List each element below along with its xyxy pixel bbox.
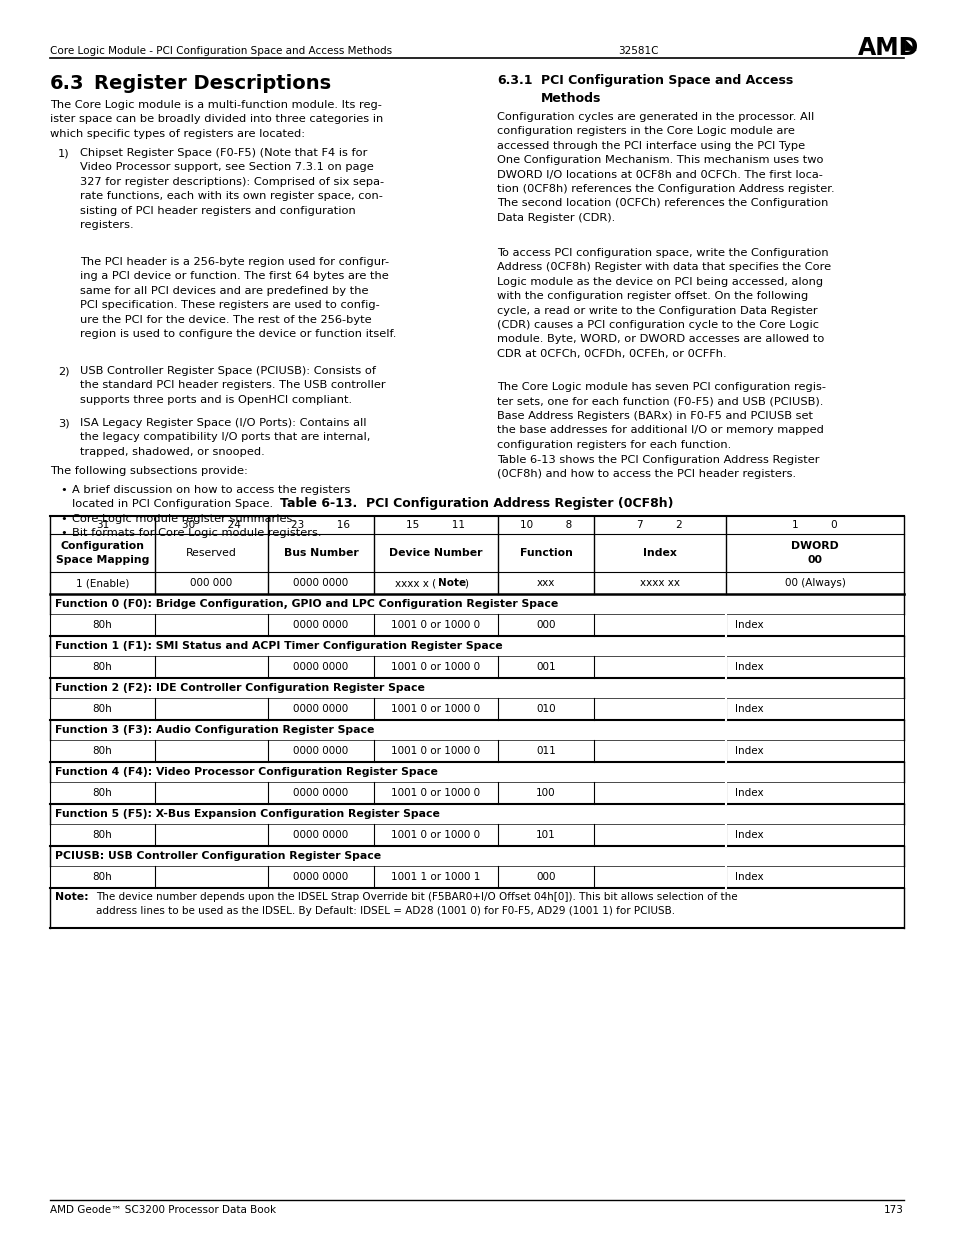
Text: 1001 0 or 1000 0: 1001 0 or 1000 0 (391, 662, 480, 672)
Text: 80h: 80h (92, 620, 112, 630)
Text: 001: 001 (536, 662, 556, 672)
Text: ): ) (463, 578, 468, 588)
Text: xxxx xx: xxxx xx (639, 578, 679, 588)
Text: 000 000: 000 000 (191, 578, 233, 588)
Text: 0000 0000: 0000 0000 (294, 872, 348, 882)
Text: 80h: 80h (92, 788, 112, 798)
Text: 0000 0000: 0000 0000 (294, 830, 348, 840)
Text: Function: Function (519, 548, 572, 558)
Text: 0000 0000: 0000 0000 (294, 578, 348, 588)
Text: AMD: AMD (857, 36, 919, 61)
Text: 31: 31 (95, 520, 109, 530)
Text: 7          2: 7 2 (637, 520, 682, 530)
Text: 80h: 80h (92, 746, 112, 756)
Text: The following subsections provide:: The following subsections provide: (50, 466, 248, 475)
Text: Table 6-13 shows the PCI Configuration Address Register
(0CF8h) and how to acces: Table 6-13 shows the PCI Configuration A… (497, 454, 819, 479)
Text: 1001 0 or 1000 0: 1001 0 or 1000 0 (391, 788, 480, 798)
Text: 101: 101 (536, 830, 556, 840)
Text: 100: 100 (536, 788, 556, 798)
Text: 000: 000 (536, 872, 556, 882)
Text: 0000 0000: 0000 0000 (294, 620, 348, 630)
Text: 1001 0 or 1000 0: 1001 0 or 1000 0 (391, 620, 480, 630)
Text: The device number depends upon the IDSEL Strap Override bit (F5BAR0+I/O Offset 0: The device number depends upon the IDSEL… (96, 892, 737, 916)
Text: •: • (60, 485, 67, 495)
Text: 3): 3) (58, 417, 70, 429)
Text: 30          24: 30 24 (182, 520, 241, 530)
Text: 1001 0 or 1000 0: 1001 0 or 1000 0 (391, 746, 480, 756)
Text: ISA Legacy Register Space (I/O Ports): Contains all
the legacy compatibility I/O: ISA Legacy Register Space (I/O Ports): C… (80, 417, 370, 457)
Text: The Core Logic module is a multi-function module. Its reg-
ister space can be br: The Core Logic module is a multi-functio… (50, 100, 383, 138)
Text: Core Logic module register summaries.: Core Logic module register summaries. (71, 514, 295, 524)
Text: Index: Index (734, 788, 762, 798)
Text: A brief discussion on how to access the registers
located in PCI Configuration S: A brief discussion on how to access the … (71, 485, 350, 509)
Text: Function 5 (F5): X-Bus Expansion Configuration Register Space: Function 5 (F5): X-Bus Expansion Configu… (55, 809, 439, 819)
Text: xxxx x (: xxxx x ( (395, 578, 436, 588)
Text: 1 (Enable): 1 (Enable) (75, 578, 129, 588)
Text: Bit formats for Core Logic module registers.: Bit formats for Core Logic module regist… (71, 529, 321, 538)
Text: 23          16: 23 16 (292, 520, 350, 530)
Text: •: • (60, 529, 67, 538)
Text: Index: Index (734, 830, 762, 840)
Text: 15          11: 15 11 (406, 520, 465, 530)
Text: 173: 173 (883, 1205, 903, 1215)
Text: 0000 0000: 0000 0000 (294, 746, 348, 756)
Text: The Core Logic module has seven PCI configuration regis-
ter sets, one for each : The Core Logic module has seven PCI conf… (497, 382, 825, 450)
Text: Function 3 (F3): Audio Configuration Register Space: Function 3 (F3): Audio Configuration Reg… (55, 725, 374, 735)
Text: 011: 011 (536, 746, 556, 756)
Text: Function 1 (F1): SMI Status and ACPI Timer Configuration Register Space: Function 1 (F1): SMI Status and ACPI Tim… (55, 641, 502, 651)
Text: 0000 0000: 0000 0000 (294, 662, 348, 672)
Text: Function 0 (F0): Bridge Configuration, GPIO and LPC Configuration Register Space: Function 0 (F0): Bridge Configuration, G… (55, 599, 558, 609)
Text: •: • (60, 514, 67, 524)
Text: Index: Index (734, 620, 762, 630)
Text: 0000 0000: 0000 0000 (294, 704, 348, 714)
Text: Chipset Register Space (F0-F5) (Note that F4 is for
Video Processor support, see: Chipset Register Space (F0-F5) (Note tha… (80, 148, 384, 230)
Text: Index: Index (734, 704, 762, 714)
Text: 1001 0 or 1000 0: 1001 0 or 1000 0 (391, 830, 480, 840)
Text: 10          8: 10 8 (519, 520, 572, 530)
Text: Configuration cycles are generated in the processor. All
configuration registers: Configuration cycles are generated in th… (497, 112, 834, 222)
Text: 80h: 80h (92, 872, 112, 882)
Text: 1): 1) (58, 148, 70, 158)
Text: Device Number: Device Number (389, 548, 482, 558)
Text: Bus Number: Bus Number (283, 548, 358, 558)
Text: 010: 010 (536, 704, 556, 714)
Text: The PCI header is a 256-byte region used for configur-
ing a PCI device or funct: The PCI header is a 256-byte region used… (80, 257, 395, 338)
Text: xxx: xxx (537, 578, 555, 588)
Text: 80h: 80h (92, 704, 112, 714)
Text: 1001 0 or 1000 0: 1001 0 or 1000 0 (391, 704, 480, 714)
Text: Core Logic Module - PCI Configuration Space and Access Methods: Core Logic Module - PCI Configuration Sp… (50, 46, 392, 56)
Text: 1          0: 1 0 (791, 520, 837, 530)
Text: Index: Index (734, 662, 762, 672)
Text: ◣: ◣ (904, 37, 916, 52)
Text: Reserved: Reserved (186, 548, 236, 558)
Text: To access PCI configuration space, write the Configuration
Address (0CF8h) Regis: To access PCI configuration space, write… (497, 248, 830, 359)
Text: 6.3: 6.3 (50, 74, 85, 93)
Text: Index: Index (734, 872, 762, 882)
Text: PCI Configuration Space and Access
Methods: PCI Configuration Space and Access Metho… (540, 74, 792, 105)
Text: 00 (Always): 00 (Always) (783, 578, 844, 588)
Text: AMD Geode™ SC3200 Processor Data Book: AMD Geode™ SC3200 Processor Data Book (50, 1205, 275, 1215)
Text: Note:: Note: (55, 892, 89, 902)
Text: 1001 1 or 1000 1: 1001 1 or 1000 1 (391, 872, 480, 882)
Text: Note: Note (437, 578, 466, 588)
Text: Function 4 (F4): Video Processor Configuration Register Space: Function 4 (F4): Video Processor Configu… (55, 767, 437, 777)
Text: USB Controller Register Space (PCIUSB): Consists of
the standard PCI header regi: USB Controller Register Space (PCIUSB): … (80, 366, 385, 405)
Text: 0000 0000: 0000 0000 (294, 788, 348, 798)
Text: Function 2 (F2): IDE Controller Configuration Register Space: Function 2 (F2): IDE Controller Configur… (55, 683, 424, 693)
Text: 2): 2) (58, 366, 70, 375)
Text: 6.3.1: 6.3.1 (497, 74, 532, 86)
Text: 32581C: 32581C (618, 46, 658, 56)
Text: Index: Index (642, 548, 677, 558)
Text: Table 6-13.  PCI Configuration Address Register (0CF8h): Table 6-13. PCI Configuration Address Re… (280, 496, 673, 510)
Text: Register Descriptions: Register Descriptions (94, 74, 331, 93)
Text: 80h: 80h (92, 830, 112, 840)
Text: 000: 000 (536, 620, 556, 630)
Text: Index: Index (734, 746, 762, 756)
Text: PCIUSB: USB Controller Configuration Register Space: PCIUSB: USB Controller Configuration Reg… (55, 851, 381, 861)
Text: Configuration
Space Mapping: Configuration Space Mapping (56, 541, 149, 564)
Text: 80h: 80h (92, 662, 112, 672)
Text: DWORD
00: DWORD 00 (790, 541, 838, 564)
